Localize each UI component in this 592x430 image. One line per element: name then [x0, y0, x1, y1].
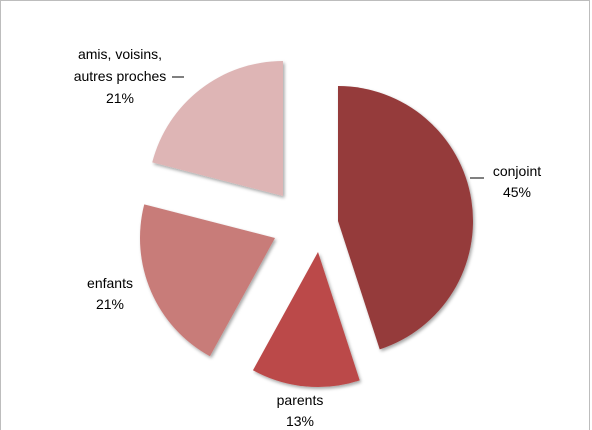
enfants-label: enfants [87, 275, 133, 291]
pie-slices [139, 61, 473, 387]
parents-label: parents [277, 392, 324, 408]
conjoint-label: conjoint [493, 163, 541, 179]
conjoint-percent: 45% [503, 184, 531, 200]
enfants-slice [139, 204, 275, 357]
amis-label-line1: amis, voisins, [78, 46, 162, 62]
parents-slice [252, 252, 360, 387]
amis-percent: 21% [106, 90, 134, 106]
parents-percent: 13% [286, 413, 314, 429]
enfants-percent: 21% [96, 296, 124, 312]
conjoint-slice [338, 86, 473, 350]
amis-label-line2: autres proches [74, 68, 167, 84]
amis-slice [152, 61, 283, 196]
